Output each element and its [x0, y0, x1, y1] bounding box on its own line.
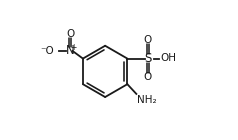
Text: NH₂: NH₂ [137, 95, 157, 105]
Text: O: O [66, 29, 74, 39]
Text: O: O [144, 35, 152, 45]
Text: ⁻O: ⁻O [40, 46, 54, 56]
Text: +: + [70, 43, 76, 52]
Text: O: O [144, 72, 152, 82]
Text: S: S [144, 52, 152, 65]
Text: OH: OH [160, 53, 176, 63]
Text: N: N [66, 44, 74, 57]
